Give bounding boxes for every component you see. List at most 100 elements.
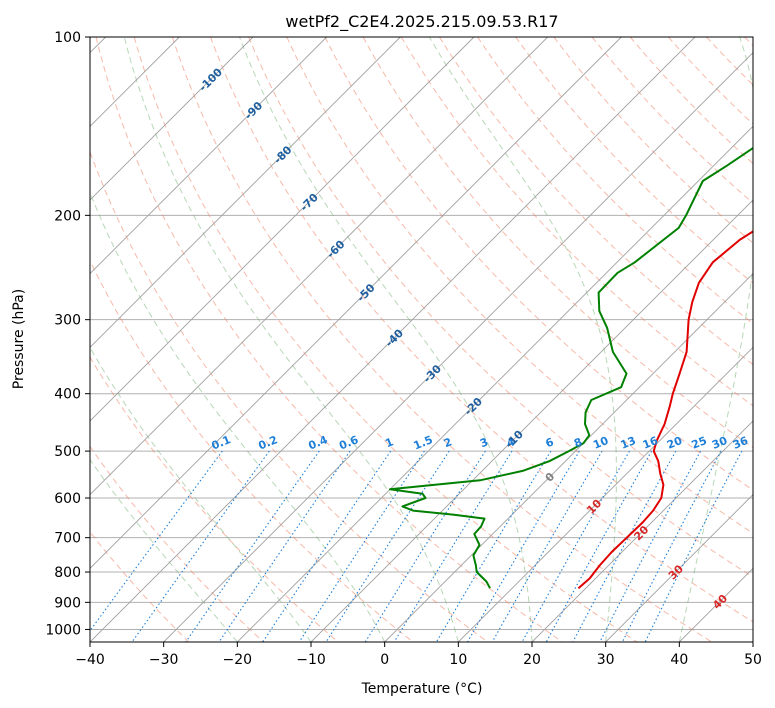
mixing-ratio-label: 0.1: [210, 433, 233, 452]
moist-adiabat-label: 0: [543, 470, 558, 485]
mixing-ratio-line: [521, 450, 630, 642]
dry-adiabat-line: [90, 531, 190, 642]
moist-adiabat-label: 20: [631, 523, 651, 543]
line-labels: 0.1 0.2 0.4 0.6 1 1.5 2 3 4 6 8 10 13 16 20 25 30 36-100-…: [196, 65, 750, 612]
isotherm-label: -80: [271, 143, 294, 166]
mixing-ratio-label: 10: [591, 434, 610, 452]
moist-adiabat-line: [90, 346, 312, 642]
x-tick-label: 30: [597, 652, 615, 668]
mixing-ratio-label: 1: [383, 435, 395, 450]
mixing-ratio-line: [325, 450, 450, 642]
x-tick-label: −40: [75, 652, 105, 668]
isotherm-line: [531, 420, 753, 642]
x-tick-label: 20: [523, 652, 541, 668]
mixing-ratio-label: 0.4: [306, 433, 329, 452]
y-axis-ticks: 100 200 300 400 500 600 700 800 900 1000: [45, 30, 90, 638]
isotherm-line: [90, 37, 622, 569]
mixing-ratio-label: 25: [690, 434, 709, 452]
dry-adiabat-line: [90, 259, 414, 642]
isotherm-label: -40: [383, 326, 406, 349]
dry-adiabat-line: [171, 37, 712, 642]
x-axis-ticks: −40 −30 −20 −10 0 10 20 30 40 50: [75, 642, 762, 668]
isotherm-line: [752, 641, 753, 642]
isotherm-line: [310, 199, 753, 642]
dry-adiabat-line: [90, 356, 339, 642]
isotherm-label: -60: [324, 238, 347, 261]
mixing-ratio-label: 8: [572, 435, 584, 450]
moist-adiabat-line: [90, 191, 386, 642]
plot-frame: [89, 36, 754, 643]
isotherm-line: [90, 37, 327, 275]
mixing-ratio-line: [393, 450, 513, 642]
y-tick-label: 700: [54, 531, 81, 547]
isotherms: [90, 37, 753, 642]
mixing-ratio-label: 20: [665, 434, 684, 452]
y-axis-label: Pressure (hPa): [11, 289, 27, 389]
isotherm-line: [90, 37, 475, 422]
isotherm-label: -50: [354, 281, 377, 304]
y-tick-label: 100: [54, 30, 81, 46]
dry-adiabat-line: [95, 37, 563, 642]
moist-adiabat-line: [239, 37, 533, 642]
isotherm-line: [679, 567, 753, 642]
dry-adiabat-line: [133, 37, 638, 642]
isotherm-line: [237, 125, 753, 642]
mixing-ratio-label: 2: [442, 435, 454, 450]
moist-adiabat-line: [678, 37, 753, 642]
isotherm-line: [90, 37, 548, 496]
x-tick-label: 40: [670, 652, 688, 668]
dry-adiabat-line: [400, 37, 753, 407]
mixing-ratio-label: 6: [544, 435, 556, 450]
chart-title: wetPf2_C2E4.2025.215.09.53.R17: [285, 12, 558, 32]
dry-adiabat-line: [591, 37, 753, 204]
dewpoint-line: [389, 146, 753, 589]
mixing-ratio-line: [491, 450, 603, 642]
moist-adiabats: [90, 37, 753, 642]
dry-adiabat-line: [706, 37, 753, 86]
moist-adiabat-label: 10: [584, 497, 604, 517]
dry-adiabat-line: [324, 37, 753, 491]
dry-adiabat-line: [90, 445, 264, 642]
isotherm-label: -100: [196, 65, 225, 94]
isotherm-line: [605, 494, 753, 642]
dry-adiabat-line: [286, 37, 753, 534]
dry-adiabat-line: [438, 37, 753, 366]
isotherm-line: [90, 37, 401, 348]
isotherm-label: -90: [242, 99, 265, 122]
moist-adiabat-line: [123, 37, 459, 642]
mixing-ratio-line: [467, 450, 580, 642]
x-axis-label: Temperature (°C): [361, 681, 483, 697]
mixing-ratio-label: 16: [641, 434, 660, 452]
mixing-ratio-line: [131, 450, 270, 642]
dry-adiabat-line: [210, 37, 753, 623]
mixing-ratio-label: 13: [619, 434, 638, 452]
mixing-ratio-label: 36: [731, 434, 750, 452]
y-tick-label: 600: [54, 491, 81, 507]
mixing-ratio-line: [435, 450, 552, 642]
mixing-ratio-line: [599, 450, 701, 642]
x-tick-label: −20: [223, 652, 253, 668]
pressure-gridlines: [90, 37, 753, 630]
mixing-ratio-line: [298, 450, 425, 642]
moist-adiabat-line: [428, 37, 617, 642]
plot-area: 0.1 0.2 0.4 0.6 1 1.5 2 3 4 6 8 10 13 16 20 25 30 36-100-…: [90, 37, 753, 642]
x-tick-label: 0: [380, 652, 389, 668]
mixing-ratio-label: 3: [478, 435, 490, 450]
mixing-ratio-line: [218, 450, 351, 642]
dry-adiabat-line: [90, 150, 488, 642]
moist-adiabat-label: 40: [710, 592, 730, 612]
mixing-ratio-label: 30: [710, 434, 729, 452]
x-tick-label: 50: [744, 652, 762, 668]
x-tick-label: −10: [296, 652, 326, 668]
profile-series: [389, 146, 753, 589]
x-tick-label: −30: [149, 652, 179, 668]
y-tick-label: 300: [54, 313, 81, 329]
isotherm-line: [458, 346, 753, 642]
isotherm-line: [90, 37, 254, 201]
y-tick-label: 800: [54, 565, 81, 581]
dry-adiabat-line: [744, 37, 753, 47]
dry-adiabat-line: [668, 37, 753, 125]
mixing-ratio-line: [262, 450, 392, 642]
y-tick-label: 200: [54, 208, 81, 224]
